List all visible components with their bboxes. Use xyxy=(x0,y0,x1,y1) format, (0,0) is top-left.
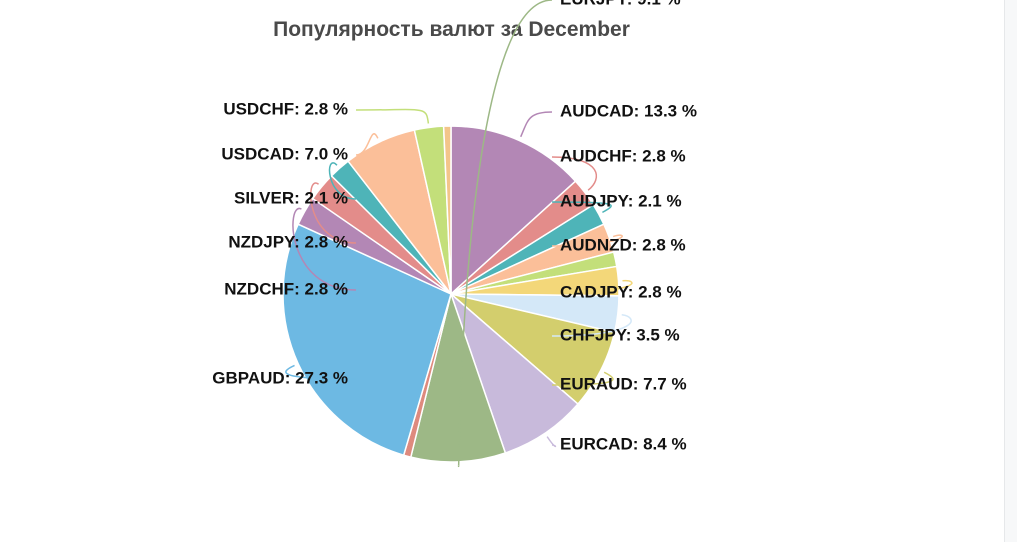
leader-line-silver xyxy=(328,162,357,200)
chart-title: Популярность валют за December xyxy=(273,18,630,41)
slice-label-audnzd: AUDNZD: 2.8 % xyxy=(560,235,686,254)
slice-label-usdchf: USDCHF: 2.8 % xyxy=(223,99,348,118)
slice-label-silver: SILVER: 2.1 % xyxy=(234,188,348,207)
slice-label-euraud: EURAUD: 7.7 % xyxy=(560,374,687,393)
slice-label-chfjpy: CHFJPY: 3.5 % xyxy=(560,325,680,344)
slice-label-audchf: AUDCHF: 2.8 % xyxy=(560,146,686,165)
slice-label-nzdchf: NZDCHF: 2.8 % xyxy=(224,279,348,298)
leader-line-cadjpy xyxy=(551,280,633,294)
slice-label-audcad: AUDCAD: 13.3 % xyxy=(560,101,697,120)
slice-label-usdcad: USDCAD: 7.0 % xyxy=(221,144,348,163)
leader-line-audnzd xyxy=(551,234,623,247)
slice-labels: AUDCAD: 13.3 % AUDCHF: 2.8 % AUDJPY: 2.1 %… xyxy=(212,0,697,453)
slice-label-nzdjpy: NZDJPY: 2.8 % xyxy=(228,232,348,251)
leader-line-eurcad xyxy=(546,436,557,448)
slice-label-eurcad: EURCAD: 8.4 % xyxy=(560,434,687,453)
leader-line-usdcad xyxy=(355,133,379,156)
leader-line-chfjpy xyxy=(551,313,632,337)
leader-line-usdchf xyxy=(355,108,430,124)
leader-line-audjpy xyxy=(551,201,612,214)
leader-lines xyxy=(285,0,633,467)
pie-slice-eurcad[interactable] xyxy=(449,291,580,454)
slice-label-cadjpy: CADJPY: 2.8 % xyxy=(560,282,682,301)
pie-slices xyxy=(282,125,620,463)
leader-line-audchf xyxy=(551,156,597,191)
leader-line-nzdjpy xyxy=(309,182,357,244)
slice-label-eurjpy: EURJPY: 9.1 % xyxy=(560,0,681,8)
slice-label-gbpaud: GBPAUD: 27.3 % xyxy=(212,368,348,387)
leader-line-nzdchf xyxy=(292,207,357,291)
leader-line-gbpaud xyxy=(285,364,357,380)
slice-label-audjpy: AUDJPY: 2.1 % xyxy=(560,191,682,210)
pie-slice-audcad[interactable] xyxy=(450,125,577,296)
right-edge-panel xyxy=(1004,0,1017,542)
leader-line-euraud xyxy=(551,371,614,386)
leader-line-eurjpy xyxy=(457,0,553,467)
leader-line-audcad xyxy=(520,111,553,138)
pie-slice-unlabeled-17[interactable] xyxy=(442,125,452,295)
